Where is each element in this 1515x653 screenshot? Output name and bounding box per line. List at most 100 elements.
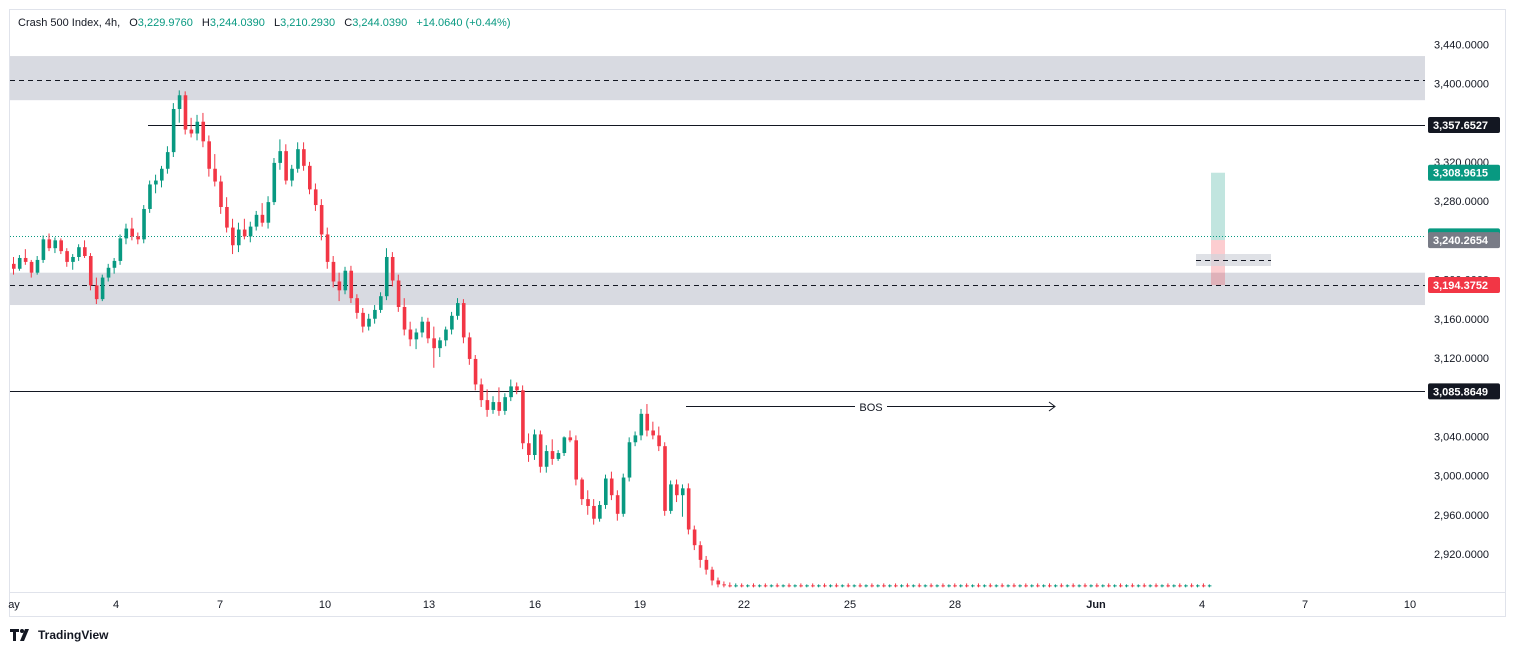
candle-body [580, 479, 584, 500]
candle-body [1006, 585, 1011, 587]
candle [242, 218, 247, 240]
candle [1130, 583, 1135, 588]
candle [728, 582, 732, 588]
candle [319, 199, 324, 241]
candle-body [1089, 585, 1094, 587]
candle-body [586, 499, 590, 506]
candle [615, 490, 620, 521]
candle [361, 307, 365, 333]
candle-body [1036, 585, 1040, 587]
candle-body [787, 585, 792, 587]
candle-body [290, 168, 294, 181]
candle [171, 103, 176, 158]
candle-body [118, 238, 123, 261]
candle [746, 584, 750, 588]
candle [71, 254, 75, 270]
candle-body [373, 309, 377, 319]
candle [598, 501, 602, 522]
candle [1083, 583, 1088, 588]
candle-body [65, 251, 69, 262]
candle [154, 174, 158, 194]
candle-body [207, 141, 211, 169]
candle [580, 477, 584, 505]
candle [225, 197, 229, 233]
candle-body [1160, 585, 1165, 587]
candle-body [734, 585, 738, 587]
candle [805, 584, 809, 588]
candle [284, 144, 288, 185]
candle-body [503, 397, 507, 411]
candle [722, 581, 726, 588]
candle-body [941, 585, 946, 587]
candle [781, 584, 786, 588]
candle [450, 311, 454, 335]
candle [1107, 583, 1111, 588]
candle-body [1024, 585, 1028, 587]
candle [1089, 584, 1094, 588]
candle-body [882, 585, 886, 587]
candle [734, 583, 738, 588]
candle-body [23, 257, 28, 262]
x-tick-label: 19 [634, 599, 646, 611]
candle [846, 583, 851, 588]
candle-body [1107, 585, 1111, 587]
candle-body [1101, 585, 1105, 587]
open-label: O [129, 17, 138, 29]
candle-body [1095, 585, 1099, 587]
candle-body [319, 205, 324, 235]
candle [982, 584, 987, 588]
candle [604, 474, 608, 509]
candle [1124, 584, 1129, 588]
candle-body [331, 261, 336, 282]
candle [1095, 583, 1099, 588]
candle [349, 265, 354, 304]
candle-body [100, 277, 105, 300]
candle-body [349, 270, 354, 299]
candle-body [1124, 585, 1129, 587]
candle-body [615, 495, 620, 514]
candle [130, 217, 134, 241]
candle [823, 583, 827, 588]
candle [195, 114, 200, 141]
candle [497, 387, 502, 416]
candle-body [1065, 585, 1070, 587]
candle-body [266, 202, 271, 223]
candle [971, 584, 975, 588]
candle [313, 183, 318, 211]
x-tick-label: 10 [319, 599, 331, 611]
candle-body [556, 453, 561, 459]
x-tick-label: 16 [529, 599, 541, 611]
candle-body [302, 149, 306, 166]
candle [189, 117, 194, 138]
candle [219, 175, 223, 214]
price-badge-bg [1428, 383, 1500, 400]
candle [911, 584, 916, 588]
candle-body [254, 214, 259, 227]
candle-body [225, 207, 229, 228]
candle [1119, 583, 1123, 588]
candle-body [1083, 585, 1088, 587]
candle-body [426, 321, 430, 339]
candle [1166, 583, 1170, 588]
candle [1071, 583, 1076, 588]
y-tick-label: 3,000.0000 [1434, 471, 1489, 483]
candle-body [870, 585, 874, 587]
candle [379, 292, 383, 313]
x-tick-label: 25 [844, 599, 856, 611]
price-axis[interactable]: 3,440.00003,400.00003,320.00003,280.0000… [1428, 39, 1500, 561]
zone-1 [10, 272, 1425, 306]
candle [633, 431, 638, 447]
candle-body [1042, 585, 1046, 587]
candle [704, 555, 709, 575]
candle-body [242, 229, 247, 237]
candle-body [94, 285, 99, 300]
candle [888, 584, 892, 588]
candle [651, 421, 655, 440]
candle [757, 584, 762, 588]
candle [1053, 584, 1058, 588]
candle-body [154, 180, 158, 185]
zones-layer [10, 56, 1425, 306]
y-tick-label: 3,160.0000 [1434, 314, 1489, 326]
time-axis[interactable]: ay 4 7 10 13 16 19 22 25 28 Jun 4 7 10 [8, 592, 1506, 612]
